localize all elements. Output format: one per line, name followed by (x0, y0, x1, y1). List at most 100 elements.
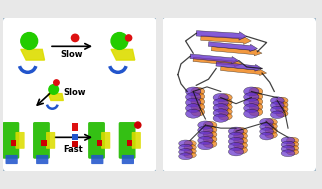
Ellipse shape (191, 98, 205, 106)
Ellipse shape (126, 35, 132, 41)
Polygon shape (111, 49, 135, 60)
FancyBboxPatch shape (119, 122, 136, 159)
Ellipse shape (198, 142, 213, 150)
FancyArrow shape (208, 42, 258, 52)
Ellipse shape (49, 85, 59, 94)
Ellipse shape (135, 122, 141, 128)
Ellipse shape (218, 94, 232, 101)
Ellipse shape (191, 103, 205, 111)
Ellipse shape (184, 152, 196, 158)
Ellipse shape (270, 101, 284, 109)
FancyBboxPatch shape (33, 122, 50, 159)
Ellipse shape (213, 109, 228, 117)
Ellipse shape (228, 127, 244, 135)
Ellipse shape (260, 118, 273, 126)
FancyArrow shape (193, 57, 242, 67)
FancyArrow shape (201, 36, 251, 44)
Ellipse shape (218, 108, 232, 115)
Ellipse shape (185, 93, 201, 101)
Ellipse shape (287, 145, 299, 151)
Ellipse shape (228, 137, 244, 146)
Ellipse shape (276, 97, 288, 104)
Ellipse shape (228, 148, 244, 156)
Ellipse shape (249, 92, 263, 101)
Ellipse shape (179, 149, 193, 155)
Ellipse shape (260, 132, 273, 140)
FancyBboxPatch shape (122, 155, 134, 164)
Ellipse shape (54, 80, 59, 85)
Ellipse shape (179, 153, 193, 160)
Text: Slow: Slow (64, 88, 86, 98)
FancyArrow shape (190, 54, 239, 64)
Polygon shape (21, 49, 44, 60)
Ellipse shape (287, 137, 299, 143)
FancyBboxPatch shape (88, 122, 105, 159)
Ellipse shape (249, 98, 263, 106)
Ellipse shape (218, 98, 232, 106)
Bar (72, 134, 78, 140)
Ellipse shape (111, 33, 128, 49)
Ellipse shape (198, 131, 213, 139)
Ellipse shape (249, 103, 263, 111)
Ellipse shape (191, 92, 205, 101)
Ellipse shape (203, 121, 217, 129)
Ellipse shape (244, 109, 259, 118)
FancyBboxPatch shape (46, 132, 55, 149)
FancyBboxPatch shape (161, 16, 317, 173)
Ellipse shape (185, 109, 201, 118)
Ellipse shape (270, 97, 284, 104)
Ellipse shape (213, 104, 228, 112)
Polygon shape (48, 94, 63, 101)
Ellipse shape (184, 140, 196, 146)
Ellipse shape (185, 104, 201, 113)
Ellipse shape (198, 121, 213, 129)
FancyArrow shape (196, 31, 247, 40)
Ellipse shape (265, 127, 277, 134)
Bar (127, 140, 132, 146)
Ellipse shape (249, 87, 263, 96)
Ellipse shape (213, 99, 228, 107)
Ellipse shape (218, 113, 232, 120)
Ellipse shape (244, 104, 259, 113)
Ellipse shape (198, 126, 213, 134)
Text: Slow: Slow (61, 50, 83, 59)
Bar (72, 123, 78, 131)
Ellipse shape (270, 111, 284, 119)
Ellipse shape (244, 93, 259, 101)
Ellipse shape (213, 93, 228, 102)
FancyBboxPatch shape (101, 132, 110, 149)
Bar (11, 140, 16, 146)
Bar (97, 140, 102, 146)
Ellipse shape (265, 119, 277, 125)
Ellipse shape (203, 131, 217, 138)
Ellipse shape (191, 87, 205, 96)
Ellipse shape (265, 123, 277, 130)
FancyBboxPatch shape (2, 16, 158, 173)
FancyArrow shape (216, 62, 262, 71)
Ellipse shape (184, 144, 196, 150)
Ellipse shape (179, 140, 193, 147)
Bar (72, 141, 78, 146)
Ellipse shape (281, 150, 295, 157)
Ellipse shape (244, 87, 259, 96)
FancyBboxPatch shape (15, 132, 24, 149)
Ellipse shape (281, 137, 295, 144)
FancyArrow shape (211, 46, 262, 56)
Ellipse shape (184, 148, 196, 154)
Ellipse shape (265, 131, 277, 138)
FancyArrow shape (221, 67, 267, 76)
Ellipse shape (276, 101, 288, 108)
Ellipse shape (276, 106, 288, 113)
Ellipse shape (281, 146, 295, 152)
Ellipse shape (276, 110, 288, 117)
Ellipse shape (198, 136, 213, 145)
Ellipse shape (270, 106, 284, 114)
Ellipse shape (203, 126, 217, 134)
Ellipse shape (185, 98, 201, 107)
Ellipse shape (203, 140, 217, 148)
Ellipse shape (234, 132, 248, 140)
Ellipse shape (244, 98, 259, 107)
Ellipse shape (260, 128, 273, 135)
Ellipse shape (179, 144, 193, 151)
Ellipse shape (185, 87, 201, 96)
